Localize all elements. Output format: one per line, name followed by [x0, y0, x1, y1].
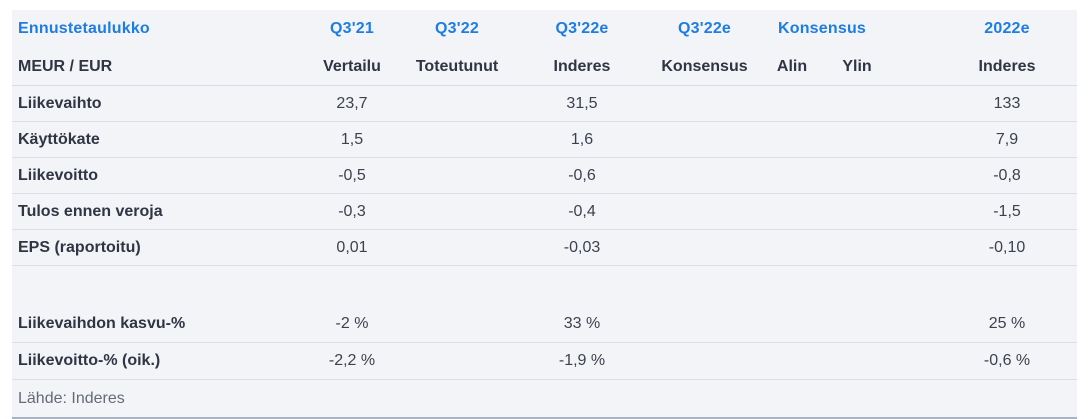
- cell-value: 133: [937, 85, 1078, 122]
- cell-value: -0,3: [302, 193, 402, 230]
- cell-value: [827, 193, 888, 230]
- cell-value: [757, 85, 827, 122]
- cell-value: [652, 229, 757, 266]
- table-title: Ennustetaulukko: [18, 20, 150, 37]
- table-row: Liikevoitto-% (oik.) -2,2 % -1,9 % -0,6 …: [12, 342, 1078, 380]
- cell-value: [652, 306, 757, 343]
- subcol-header-toteutunut: Toteutunut: [402, 48, 512, 86]
- cell-value: [827, 306, 888, 343]
- cell-spacer: [887, 342, 938, 380]
- col-header-q322e-konsensus: Q3'22e: [677, 20, 732, 37]
- row-label: Liikevoitto: [12, 157, 302, 194]
- cell-value: 1,6: [512, 121, 652, 158]
- cell-value: -1,5: [937, 193, 1078, 230]
- cell-spacer: [12, 266, 1077, 307]
- cell-value: 0,01: [302, 229, 402, 266]
- header-row-subtitles: MEUR / EUR Vertailu Toteutunut Inderes K…: [12, 48, 1078, 86]
- cell-value: -0,8: [937, 157, 1078, 194]
- unit-label: MEUR / EUR: [12, 48, 302, 86]
- cell-value: [402, 342, 512, 380]
- row-label: EPS (raportoitu): [12, 229, 302, 266]
- cell-value: -2 %: [302, 306, 402, 343]
- header-spacer: [887, 48, 938, 86]
- cell-value: [827, 157, 888, 194]
- cell-value: [757, 121, 827, 158]
- subcol-header-vertailu: Vertailu: [302, 48, 402, 86]
- cell-value: -0,10: [937, 229, 1078, 266]
- cell-value: [402, 193, 512, 230]
- subcol-header-konsensus: Konsensus: [652, 48, 757, 86]
- cell-value: [652, 121, 757, 158]
- cell-value: 23,7: [302, 85, 402, 122]
- cell-spacer: [887, 85, 938, 122]
- cell-spacer: [887, 306, 938, 343]
- header-spacer: [887, 10, 937, 48]
- row-label: Liikevaihto: [12, 85, 302, 122]
- cell-value: -0,03: [512, 229, 652, 266]
- col-header-q322e-inderes: Q3'22e: [555, 20, 609, 37]
- col-header-konsensus-group: Konsensus: [777, 20, 867, 37]
- cell-spacer: [887, 157, 938, 194]
- table-row: Liikevaihto 23,7 31,5 133: [12, 85, 1078, 122]
- forecast-table: Ennustetaulukko Q3'21 Q3'22 Q3'22e Q3'22…: [12, 10, 1078, 419]
- cell-value: -0,4: [512, 193, 652, 230]
- cell-value: [402, 85, 512, 122]
- cell-value: [402, 121, 512, 158]
- table-row: Käyttökate 1,5 1,6 7,9: [12, 121, 1078, 158]
- cell-spacer: [887, 121, 938, 158]
- cell-spacer: [887, 229, 938, 266]
- cell-value: [402, 157, 512, 194]
- row-label: Käyttökate: [12, 121, 302, 158]
- cell-value: [827, 229, 888, 266]
- table-row: Liikevoitto -0,5 -0,6 -0,8: [12, 157, 1078, 194]
- cell-value: [757, 342, 827, 380]
- cell-value: [652, 193, 757, 230]
- source-row: Lähde: Inderes: [12, 380, 1077, 419]
- cell-value: [757, 229, 827, 266]
- cell-value: 33 %: [512, 306, 652, 343]
- cell-value: 1,5: [302, 121, 402, 158]
- cell-value: [652, 85, 757, 122]
- subcol-header-alin: Alin: [757, 48, 827, 86]
- cell-value: -2,2 %: [302, 342, 402, 380]
- subcol-header-inderes-2022: Inderes: [937, 48, 1078, 86]
- row-label: Tulos ennen veroja: [12, 193, 302, 230]
- cell-value: -0,6: [512, 157, 652, 194]
- row-label: Liikevoitto-% (oik.): [12, 342, 302, 380]
- table-header: Ennustetaulukko Q3'21 Q3'22 Q3'22e Q3'22…: [12, 10, 1078, 86]
- cell-value: -0,6 %: [937, 342, 1078, 380]
- cell-value: [827, 342, 888, 380]
- cell-value: 7,9: [937, 121, 1078, 158]
- cell-value: [757, 306, 827, 343]
- table-row: Liikevaihdon kasvu-% -2 % 33 % 25 %: [12, 306, 1078, 343]
- cell-value: [402, 229, 512, 266]
- table-body: Liikevaihto 23,7 31,5 133 Käyttökate 1,5…: [12, 85, 1078, 419]
- col-header-2022e: 2022e: [984, 20, 1030, 37]
- source-note: Lähde: Inderes: [18, 389, 125, 407]
- cell-value: [757, 157, 827, 194]
- col-header-q321: Q3'21: [330, 20, 374, 37]
- cell-value: [757, 193, 827, 230]
- subcol-header-ylin: Ylin: [827, 48, 888, 86]
- cell-value: [402, 306, 512, 343]
- cell-value: [652, 342, 757, 380]
- cell-value: [827, 121, 888, 158]
- cell-value: 25 %: [937, 306, 1078, 343]
- row-label: Liikevaihdon kasvu-%: [12, 306, 302, 343]
- cell-value: -0,5: [302, 157, 402, 194]
- cell-value: [827, 85, 888, 122]
- subcol-header-inderes: Inderes: [512, 48, 652, 86]
- header-row-periods: Ennustetaulukko Q3'21 Q3'22 Q3'22e Q3'22…: [12, 10, 1077, 48]
- cell-spacer: [887, 193, 938, 230]
- spacer-row: [12, 266, 1077, 307]
- cell-value: [652, 157, 757, 194]
- col-header-q322: Q3'22: [435, 20, 479, 37]
- table-row: Tulos ennen veroja -0,3 -0,4 -1,5: [12, 193, 1078, 230]
- cell-value: -1,9 %: [512, 342, 652, 380]
- table-row: EPS (raportoitu) 0,01 -0,03 -0,10: [12, 229, 1078, 266]
- cell-value: 31,5: [512, 85, 652, 122]
